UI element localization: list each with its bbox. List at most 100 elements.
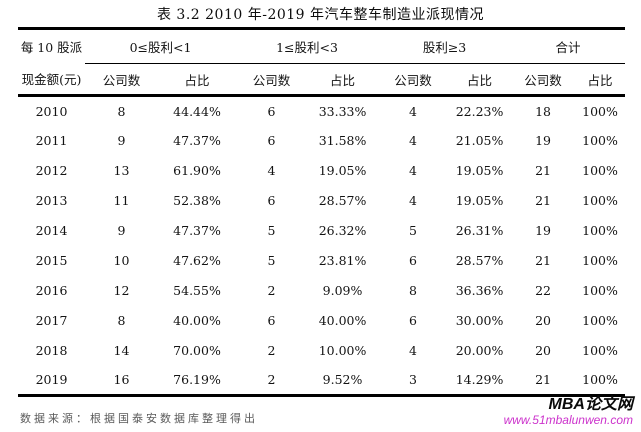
data-cell: 100% <box>582 133 618 148</box>
subheader-companies: 公司数 <box>378 63 449 97</box>
data-cell: 20 <box>535 343 551 358</box>
table-row-2011: 2011 9 47.37% 6 31.58% 4 21.05% 19 100% <box>18 126 625 156</box>
data-cell: 5 <box>267 223 276 238</box>
group-header-ge-3: 股利≥3 <box>378 28 512 64</box>
data-cell: 26.31% <box>455 223 504 238</box>
data-cell: 2 <box>267 372 276 388</box>
data-cell: 31.58% <box>318 133 367 148</box>
dividend-table: 每 10 股派 0≤股利<1 1≤股利<3 股利≥3 合计 现金额(元) 公司数… <box>18 27 626 397</box>
data-cell: 6 <box>409 253 417 268</box>
data-cell: 2 <box>267 343 276 358</box>
data-cell: 100% <box>582 103 618 119</box>
data-cell: 47.37% <box>173 133 221 148</box>
data-cell: 52.38% <box>173 193 221 208</box>
data-cell: 10.00% <box>318 343 367 358</box>
data-cell: 100% <box>582 223 618 238</box>
data-cell: 47.37% <box>173 223 221 238</box>
data-cell: 13 <box>113 163 130 178</box>
data-cell: 40.00% <box>318 313 367 328</box>
year-cell: 2015 <box>35 253 68 268</box>
year-cell: 2014 <box>35 223 68 238</box>
data-cell: 70.00% <box>173 343 221 358</box>
subheader-companies: 公司数 <box>236 63 308 97</box>
data-cell: 100% <box>582 253 618 268</box>
corner-header-line2: 现金额(元) <box>18 63 85 97</box>
data-cell: 21.05% <box>455 133 504 148</box>
table-row-2016: 2016 12 54.55% 2 9.09% 8 36.36% 22 100% <box>18 276 625 306</box>
group-header-row: 每 10 股派 0≤股利<1 1≤股利<3 股利≥3 合计 <box>18 28 626 64</box>
data-cell: 9.52% <box>322 372 363 388</box>
data-source-note: 数据来源：根据国泰安数据库整理得出 <box>20 412 258 425</box>
data-cell: 8 <box>117 313 126 328</box>
table-row-2014: 2014 9 47.37% 5 26.32% 5 26.31% 19 100% <box>18 216 625 246</box>
year-cell: 2016 <box>35 283 68 298</box>
data-cell: 20.00% <box>455 343 504 358</box>
data-cell: 47.62% <box>173 253 221 268</box>
data-cell: 6 <box>267 193 276 208</box>
data-cell: 19 <box>535 133 551 148</box>
data-cell: 6 <box>409 313 417 328</box>
data-cell: 6 <box>267 103 276 119</box>
data-cell: 5 <box>409 223 417 238</box>
data-cell: 28.57% <box>318 193 367 208</box>
data-cell: 16 <box>113 372 130 388</box>
data-cell: 100% <box>582 313 618 328</box>
data-cell: 21 <box>535 193 551 208</box>
data-cell: 14 <box>113 343 130 358</box>
data-cell: 100% <box>582 193 618 208</box>
data-cell: 4 <box>409 163 417 178</box>
data-cell: 30.00% <box>455 313 504 328</box>
year-cell: 2019 <box>35 372 68 388</box>
data-cell: 12 <box>113 283 130 298</box>
data-cell: 100% <box>582 163 618 178</box>
data-cell: 8 <box>117 103 126 119</box>
year-cell: 2012 <box>35 163 68 178</box>
data-cell: 33.33% <box>318 103 367 119</box>
data-cell: 21 <box>535 253 551 268</box>
subheader-ratio: 占比 <box>575 63 626 97</box>
data-cell: 4 <box>409 193 417 208</box>
data-cell: 100% <box>582 283 618 298</box>
data-cell: 9 <box>117 133 126 148</box>
data-cell: 18 <box>535 103 551 119</box>
subheader-ratio: 占比 <box>158 63 237 97</box>
data-cell: 21 <box>535 372 551 388</box>
subheader-ratio: 占比 <box>448 63 512 97</box>
data-cell: 6 <box>267 313 276 328</box>
data-cell: 21 <box>535 163 551 178</box>
group-header-total: 合计 <box>511 28 626 64</box>
subheader-ratio: 占比 <box>307 63 379 97</box>
corner-header-line1: 每 10 股派 <box>20 40 83 56</box>
data-cell: 10 <box>113 253 130 268</box>
table-row-2018: 2018 14 70.00% 2 10.00% 4 20.00% 20 100% <box>18 336 625 366</box>
data-cell: 28.57% <box>455 253 504 268</box>
data-cell: 4 <box>409 343 417 358</box>
data-cell: 6 <box>267 133 276 148</box>
data-cell: 20 <box>535 313 551 328</box>
data-cell: 11 <box>113 193 130 208</box>
data-cell: 40.00% <box>173 313 221 328</box>
data-cell: 3 <box>409 372 417 388</box>
subheader-companies: 公司数 <box>511 63 576 97</box>
data-cell: 44.44% <box>173 103 221 119</box>
year-cell: 2010 <box>35 103 68 119</box>
watermark-url[interactable]: www.51mbalunwen.com <box>503 412 633 427</box>
data-cell: 23.81% <box>318 253 367 268</box>
data-cell: 100% <box>582 372 618 388</box>
sub-header-row: 现金额(元) 公司数 占比 公司数 占比 公司数 占比 公司数 占比 <box>18 63 626 97</box>
data-cell: 4 <box>267 163 276 178</box>
data-cell: 14.29% <box>455 372 504 388</box>
table-row-2015: 2015 10 47.62% 5 23.81% 6 28.57% 21 100% <box>18 246 625 276</box>
data-cell: 76.19% <box>173 372 221 388</box>
data-cell: 22.23% <box>455 103 504 119</box>
year-cell: 2017 <box>35 313 68 328</box>
table-row-2013: 2013 11 52.38% 6 28.57% 4 19.05% 21 100% <box>18 186 625 216</box>
data-cell: 19.05% <box>455 193 504 208</box>
data-cell: 54.55% <box>173 283 221 298</box>
data-cell: 100% <box>582 343 618 358</box>
subheader-companies: 公司数 <box>85 63 158 97</box>
table-row-2010: 2010 8 44.44% 6 33.33% 4 22.23% 18 100% <box>18 96 625 126</box>
data-cell: 2 <box>267 283 276 298</box>
watermark-brand: MBA论文网 <box>548 396 633 413</box>
